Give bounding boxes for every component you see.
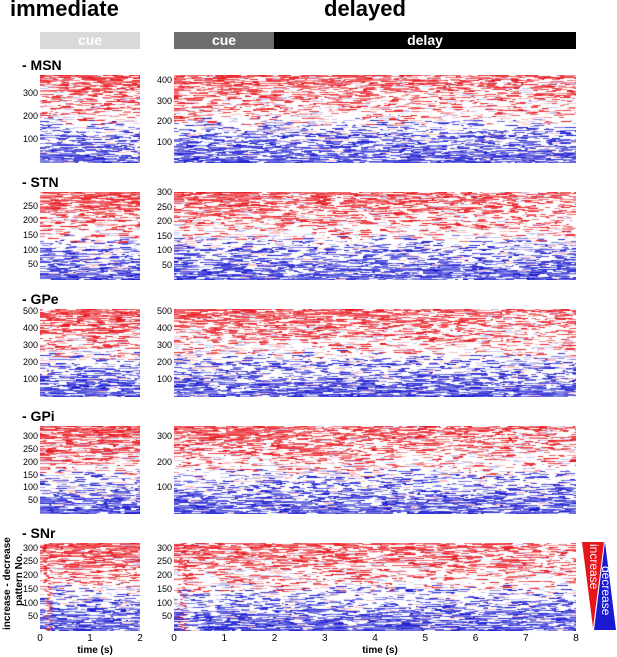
y-tick-label: 100 <box>156 482 172 493</box>
x-tick-label: 2 <box>271 633 278 644</box>
y-tick-label: 300 <box>156 542 172 553</box>
y-tick-label: 300 <box>22 542 38 553</box>
y-tick-label: 300 <box>156 187 172 198</box>
y-axis-label-line1: increase - decrease <box>2 537 13 630</box>
y-tick-label: 100 <box>156 136 172 147</box>
y-tick-label: 50 <box>161 259 172 270</box>
immediate-heatmap <box>40 75 140 163</box>
y-tick-label: 250 <box>156 201 172 212</box>
x-tick-label: 5 <box>422 633 429 644</box>
x-tick-label: 1 <box>221 633 228 644</box>
immediate-heatmap <box>40 192 140 280</box>
region-label: - SNr <box>22 525 56 541</box>
y-tick-label: 200 <box>22 215 38 226</box>
y-tick-label: 100 <box>22 482 38 493</box>
y-tick-label: 300 <box>22 340 38 351</box>
y-tick-label: 150 <box>156 583 172 594</box>
y-tick-label: 200 <box>156 570 172 580</box>
delayed-heatmap <box>174 192 576 280</box>
legend-decrease-triangle <box>594 542 616 630</box>
delayed-cue-bar: cue <box>174 32 274 49</box>
y-tick-label: 300 <box>156 340 172 351</box>
immediate-heatmap <box>40 543 140 631</box>
delayed-heatmap <box>174 426 576 514</box>
y-tick-label: 200 <box>22 110 38 121</box>
y-tick-label: 150 <box>22 230 38 240</box>
y-tick-label: 100 <box>156 245 172 256</box>
y-tick-label: 100 <box>22 597 38 608</box>
y-tick-label: 300 <box>22 87 38 98</box>
y-tick-label: 250 <box>22 556 38 567</box>
legend-increase-label: increase <box>587 544 601 590</box>
delayed-title: delayed <box>324 0 406 21</box>
y-tick-label: 200 <box>22 357 38 368</box>
region-label: - STN <box>22 174 59 190</box>
y-tick-label: 50 <box>27 611 38 622</box>
x-tick-label: 7 <box>522 633 529 644</box>
legend-increase-triangle <box>582 542 604 628</box>
y-tick-label: 400 <box>22 323 38 334</box>
y-tick-label: 100 <box>22 244 38 255</box>
y-tick-label: 50 <box>27 259 38 270</box>
delayed-heatmap <box>174 75 576 163</box>
x-tick-label: 0 <box>171 633 177 644</box>
y-tick-label: 500 <box>22 306 38 317</box>
immediate-heatmap <box>40 309 140 397</box>
y-tick-label: 400 <box>156 75 172 86</box>
y-tick-label: 200 <box>22 570 38 580</box>
delayed-delay-bar: delay <box>274 32 576 49</box>
y-tick-label: 50 <box>27 495 38 506</box>
immediate-cue-bar: cue <box>40 32 140 49</box>
y-tick-label: 150 <box>22 469 38 480</box>
y-tick-label: 200 <box>156 357 172 368</box>
region-label: - GPe <box>22 291 59 307</box>
y-tick-label: 100 <box>22 133 38 144</box>
y-tick-label: 250 <box>22 200 38 211</box>
x-tick-label: 8 <box>573 633 579 644</box>
region-label: - GPi <box>22 408 55 424</box>
y-tick-label: 300 <box>156 431 172 442</box>
x-tick-label: 6 <box>472 633 479 644</box>
delayed-heatmap <box>174 309 576 397</box>
region-label: - MSN <box>22 57 62 73</box>
immediate-title: immediate <box>10 0 119 21</box>
delayed-heatmap <box>174 543 576 631</box>
y-tick-label: 50 <box>161 611 172 622</box>
legend: increase decrease <box>582 542 616 630</box>
y-tick-label: 150 <box>156 230 172 241</box>
y-tick-label: 100 <box>22 374 38 385</box>
y-tick-label: 400 <box>156 323 172 334</box>
y-tick-label: 300 <box>22 431 38 442</box>
x-tick-label: 2 <box>137 633 143 644</box>
x-tick-label: 1 <box>87 633 93 644</box>
x-tick-label: 0 <box>37 633 43 644</box>
y-tick-label: 250 <box>156 556 172 567</box>
y-axis-label-line2: pattern No. <box>14 553 25 606</box>
y-tick-label: 200 <box>156 216 172 227</box>
y-tick-label: 150 <box>22 583 38 594</box>
x-tick-label: 3 <box>321 633 328 644</box>
y-tick-label: 300 <box>156 95 172 106</box>
y-tick-label: 200 <box>156 456 172 467</box>
y-tick-label: 500 <box>156 306 172 317</box>
legend-decrease-label: decrease <box>599 566 613 616</box>
y-tick-label: 100 <box>156 597 172 608</box>
immediate-heatmap <box>40 426 140 514</box>
y-tick-label: 250 <box>22 444 38 455</box>
delayed-x-axis-label: time (s) <box>362 645 398 656</box>
y-tick-label: 200 <box>22 456 38 467</box>
y-tick-label: 100 <box>156 374 172 385</box>
x-tick-label: 4 <box>372 633 378 644</box>
y-tick-label: 200 <box>156 116 172 127</box>
immediate-x-axis-label: time (s) <box>77 645 113 656</box>
